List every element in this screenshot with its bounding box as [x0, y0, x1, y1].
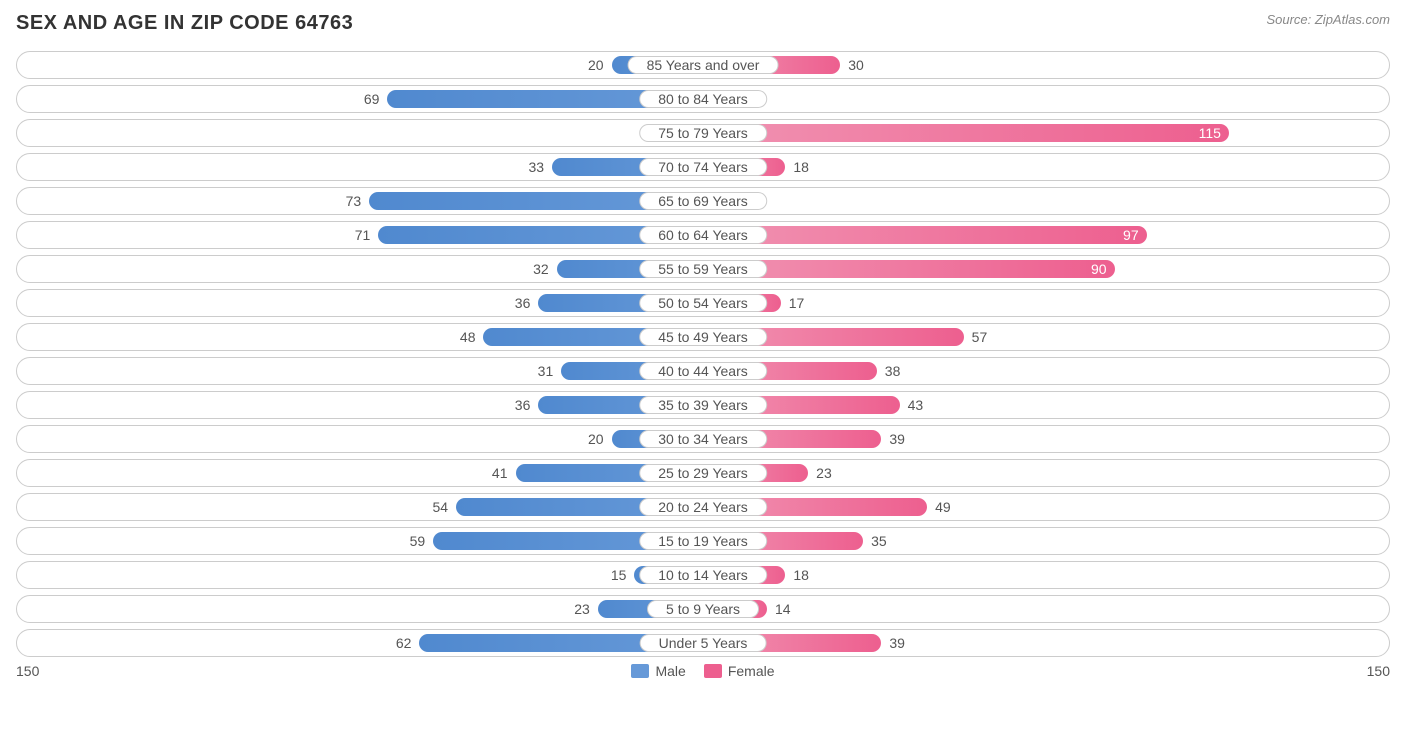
male-swatch-icon	[631, 664, 649, 678]
male-value-label: 32	[533, 261, 557, 277]
male-value-label: 71	[355, 227, 379, 243]
legend-item-female: Female	[704, 663, 775, 679]
age-category-pill: 35 to 39 Years	[639, 396, 767, 414]
pyramid-row: 71 97 60 to 64 Years	[16, 221, 1390, 249]
female-value-label: 49	[927, 499, 951, 515]
female-value-label: 30	[840, 57, 864, 73]
female-value-label: 23	[808, 465, 832, 481]
axis-right-max: 150	[1367, 663, 1390, 679]
pyramid-row: 32 90 55 to 59 Years	[16, 255, 1390, 283]
pyramid-row: 36 43 35 to 39 Years	[16, 391, 1390, 419]
male-value-label: 23	[574, 601, 598, 617]
age-category-pill: 30 to 34 Years	[639, 430, 767, 448]
population-pyramid-chart: 203085 Years and over69680 to 84 Years51…	[16, 51, 1390, 657]
male-value-label: 41	[492, 465, 516, 481]
age-category-pill: 25 to 29 Years	[639, 464, 767, 482]
pyramid-row: 59 35 15 to 19 Years	[16, 527, 1390, 555]
pyramid-row: 20 30 85 Years and over	[16, 51, 1390, 79]
age-category-pill: 40 to 44 Years	[639, 362, 767, 380]
female-value-label: 18	[785, 159, 809, 175]
age-category-pill: 15 to 19 Years	[639, 532, 767, 550]
age-category-pill: 50 to 54 Years	[639, 294, 767, 312]
male-value-label: 36	[515, 295, 539, 311]
female-value-label: 18	[785, 567, 809, 583]
axis-row: 150 Male Female 150	[16, 663, 1390, 679]
legend-item-male: Male	[631, 663, 685, 679]
male-value-label: 15	[611, 567, 635, 583]
female-value-label: 39	[881, 431, 905, 447]
male-value-label: 31	[538, 363, 562, 379]
legend-label-male: Male	[655, 663, 685, 679]
source-attribution: Source: ZipAtlas.com	[1266, 12, 1390, 27]
age-category-pill: 5 to 9 Years	[647, 600, 759, 618]
age-category-pill: 55 to 59 Years	[639, 260, 767, 278]
age-category-pill: 20 to 24 Years	[639, 498, 767, 516]
male-value-label: 36	[515, 397, 539, 413]
pyramid-row: 23 14 5 to 9 Years	[16, 595, 1390, 623]
pyramid-row: 54 49 20 to 24 Years	[16, 493, 1390, 521]
pyramid-row: 20 39 30 to 34 Years	[16, 425, 1390, 453]
male-value-label: 20	[588, 431, 612, 447]
pyramid-row: 48 57 45 to 49 Years	[16, 323, 1390, 351]
pyramid-row: 41 23 25 to 29 Years	[16, 459, 1390, 487]
male-value-label: 73	[346, 193, 370, 209]
female-value-label: 115	[1199, 125, 1221, 141]
age-category-pill: 60 to 64 Years	[639, 226, 767, 244]
male-value-label: 54	[432, 499, 456, 515]
female-bar: 115	[703, 124, 1229, 142]
pyramid-row: 33 18 70 to 74 Years	[16, 153, 1390, 181]
pyramid-row: 62 39 Under 5 Years	[16, 629, 1390, 657]
female-value-label: 90	[1091, 261, 1107, 277]
pyramid-row: 511575 to 79 Years	[16, 119, 1390, 147]
pyramid-row: 69680 to 84 Years	[16, 85, 1390, 113]
age-category-pill: 80 to 84 Years	[639, 90, 767, 108]
age-category-pill: 65 to 69 Years	[639, 192, 767, 210]
age-category-pill: 70 to 74 Years	[639, 158, 767, 176]
female-value-label: 14	[767, 601, 791, 617]
pyramid-row: 73665 to 69 Years	[16, 187, 1390, 215]
male-value-label: 33	[529, 159, 553, 175]
female-swatch-icon	[704, 664, 722, 678]
legend-label-female: Female	[728, 663, 775, 679]
male-value-label: 20	[588, 57, 612, 73]
female-value-label: 43	[900, 397, 924, 413]
pyramid-row: 15 18 10 to 14 Years	[16, 561, 1390, 589]
age-category-pill: Under 5 Years	[640, 634, 767, 652]
male-value-label: 62	[396, 635, 420, 651]
female-bar: 97	[703, 226, 1147, 244]
header: SEX AND AGE IN ZIP CODE 64763 Source: Zi…	[16, 12, 1390, 35]
female-value-label: 39	[881, 635, 905, 651]
female-value-label: 97	[1123, 227, 1139, 243]
male-value-label: 59	[410, 533, 434, 549]
age-category-pill: 45 to 49 Years	[639, 328, 767, 346]
age-category-pill: 75 to 79 Years	[639, 124, 767, 142]
male-value-label: 48	[460, 329, 484, 345]
male-value-label: 69	[364, 91, 388, 107]
legend: Male Female	[631, 663, 774, 679]
pyramid-row: 36 17 50 to 54 Years	[16, 289, 1390, 317]
pyramid-row: 31 38 40 to 44 Years	[16, 357, 1390, 385]
age-category-pill: 10 to 14 Years	[639, 566, 767, 584]
female-value-label: 38	[877, 363, 901, 379]
female-value-label: 57	[964, 329, 988, 345]
axis-left-max: 150	[16, 663, 39, 679]
age-category-pill: 85 Years and over	[628, 56, 779, 74]
chart-title: SEX AND AGE IN ZIP CODE 64763	[16, 12, 353, 35]
female-value-label: 17	[781, 295, 805, 311]
female-value-label: 35	[863, 533, 887, 549]
